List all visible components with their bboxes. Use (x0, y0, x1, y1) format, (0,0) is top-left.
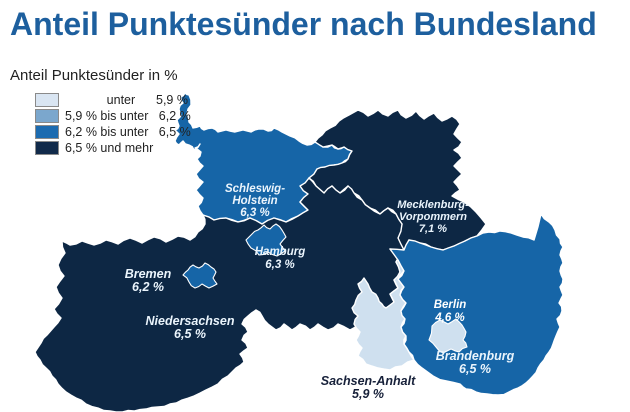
svg-text:6,2 %: 6,2 % (132, 280, 164, 294)
svg-text:Berlin: Berlin (434, 299, 467, 311)
svg-text:7,1 %: 7,1 % (419, 223, 447, 235)
svg-text:Bremen: Bremen (125, 267, 172, 281)
svg-text:Holstein: Holstein (232, 195, 277, 207)
svg-text:6,5 %: 6,5 % (459, 362, 491, 376)
svg-text:Hamburg: Hamburg (255, 246, 305, 258)
svg-text:6,3 %: 6,3 % (265, 259, 294, 271)
svg-text:Brandenburg: Brandenburg (436, 349, 515, 363)
svg-text:Mecklenburg-: Mecklenburg- (397, 199, 469, 211)
svg-text:4,6 %: 4,6 % (434, 312, 464, 324)
svg-text:6,5 %: 6,5 % (174, 327, 206, 341)
svg-text:5,9 %: 5,9 % (352, 387, 384, 401)
svg-text:6,3 %: 6,3 % (240, 207, 269, 219)
svg-text:Schleswig-: Schleswig- (225, 183, 285, 195)
svg-text:Vorpommern: Vorpommern (399, 211, 467, 223)
svg-text:Sachsen-Anhalt: Sachsen-Anhalt (321, 374, 416, 388)
svg-text:Niedersachsen: Niedersachsen (146, 314, 235, 328)
